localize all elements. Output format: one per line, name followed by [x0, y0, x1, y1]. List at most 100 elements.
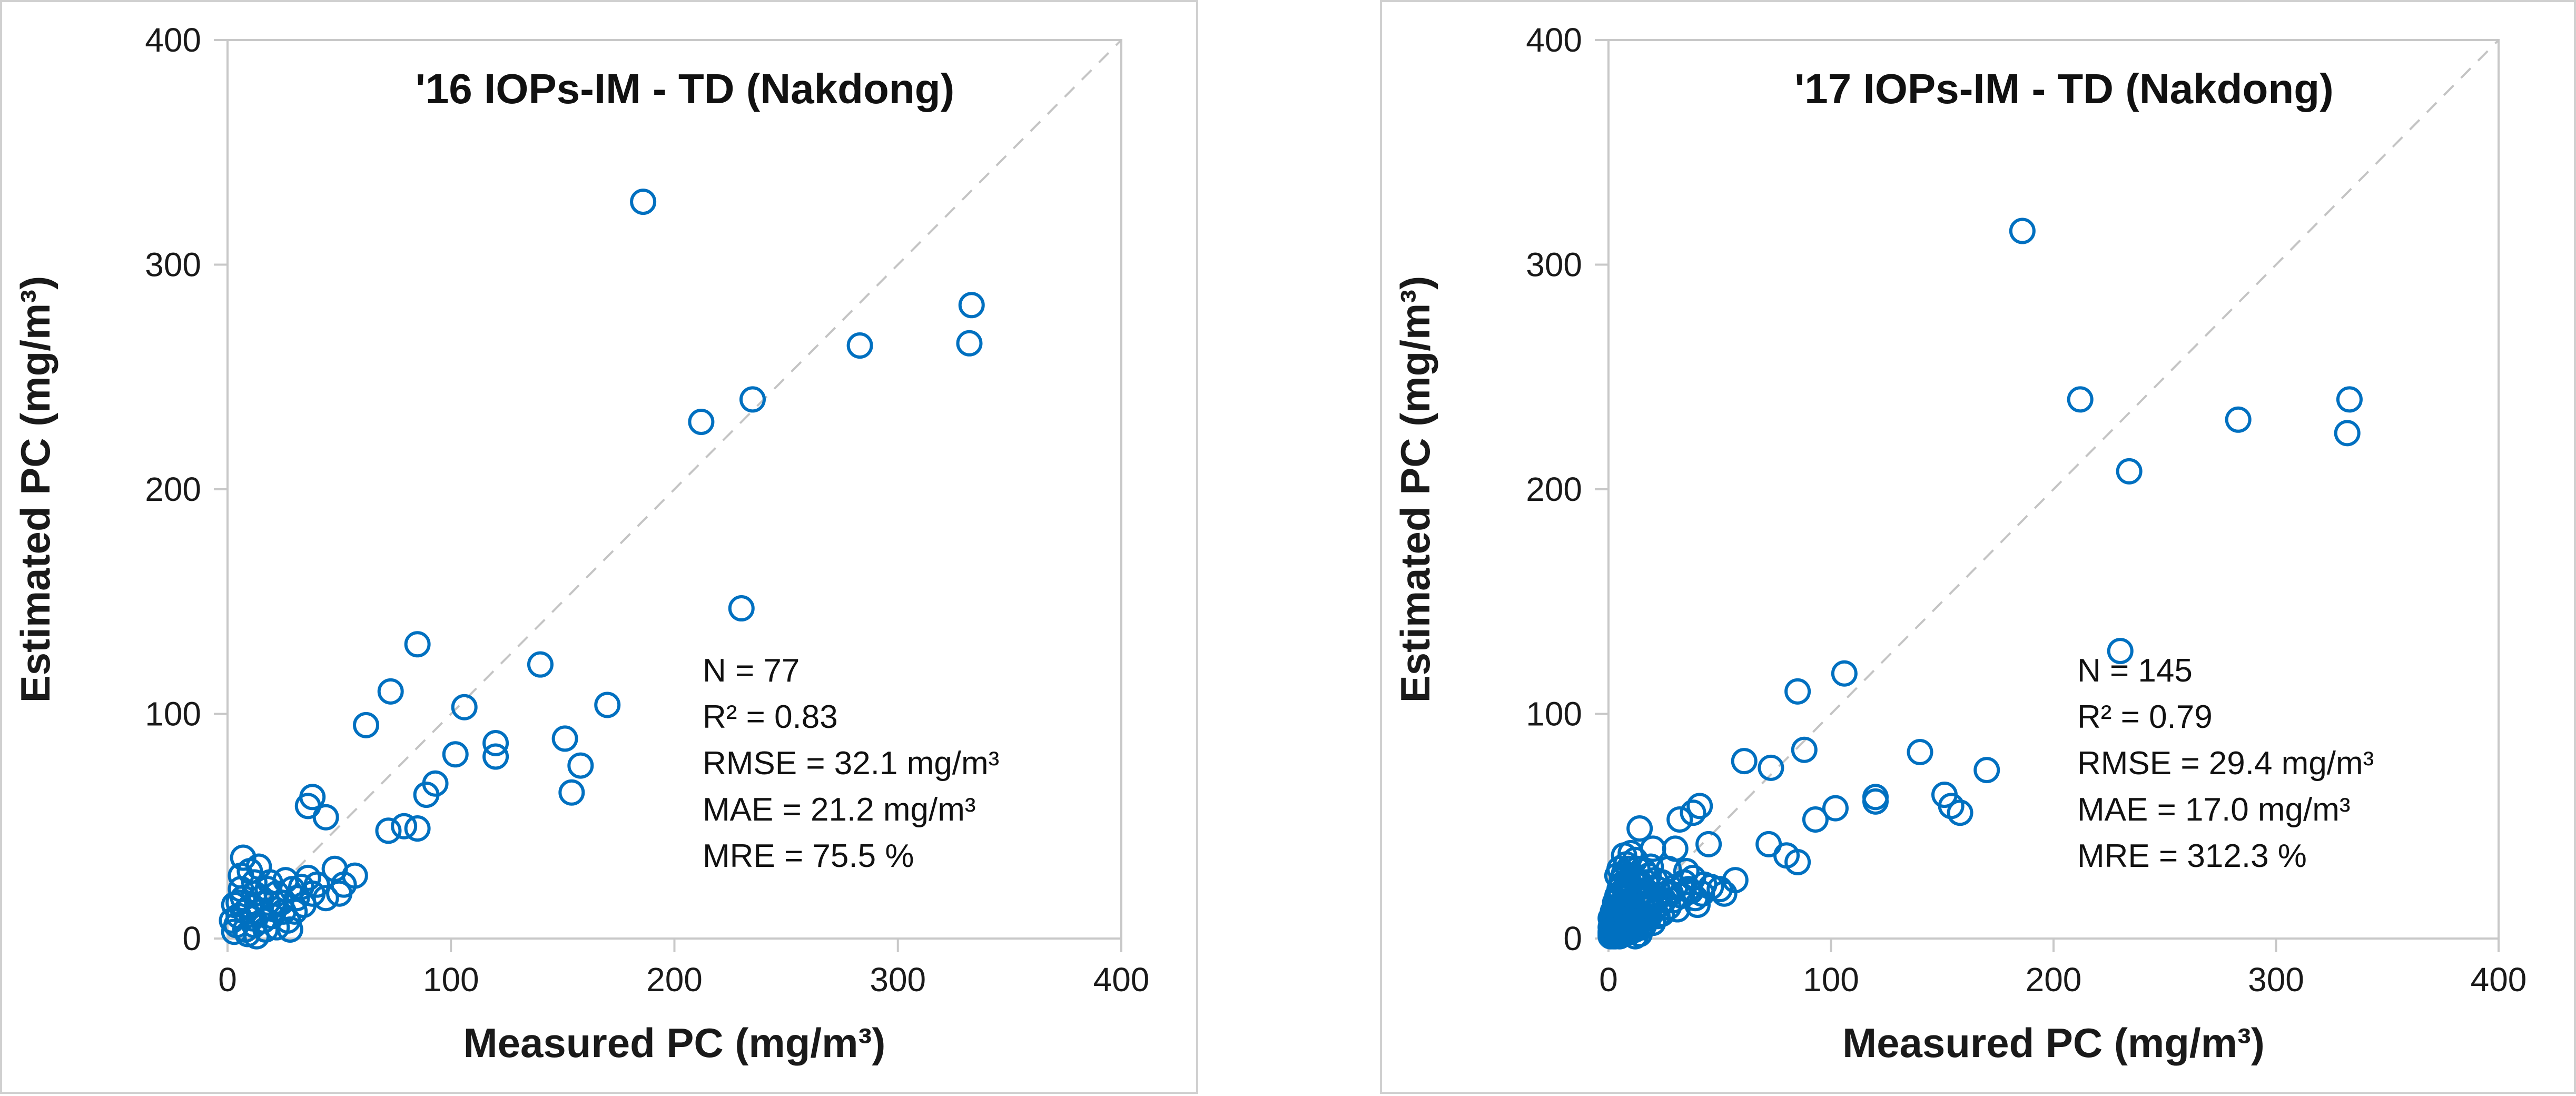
data-point [1973, 757, 2000, 784]
data-point [268, 889, 294, 916]
data-point [377, 678, 404, 705]
data-point [451, 694, 478, 720]
data-point [1666, 806, 1693, 833]
data-point [527, 651, 554, 678]
data-point [404, 631, 431, 658]
data-point [375, 817, 402, 844]
data-point [1633, 869, 1660, 896]
x-axis-title: Measured PC (mg/m³) [1842, 1020, 2265, 1066]
data-point [1784, 678, 1811, 705]
data-point [1606, 855, 1633, 882]
data-point [1622, 923, 1649, 950]
x-tick-label: 100 [423, 961, 479, 999]
y-tick-label: 400 [145, 21, 201, 59]
data-point [281, 898, 308, 925]
data-point [1862, 788, 1889, 815]
stat-line: R² = 0.79 [2077, 699, 2213, 735]
data-point [728, 595, 755, 622]
data-point [404, 815, 431, 842]
data-point [1626, 815, 1653, 842]
data-point [312, 804, 339, 831]
data-point [1640, 835, 1666, 862]
data-point [1615, 916, 1642, 943]
y-tick-label: 100 [145, 695, 201, 733]
chart-panel-2017: 0 100 200 300 400 0 100 200 300 400 '17 IOPs-IM - … [1380, 0, 2576, 1094]
data-point [1640, 910, 1666, 936]
x-axis-title: Measured PC (mg/m³) [463, 1020, 886, 1066]
x-tick-label: 200 [2026, 961, 2082, 999]
stat-line: R² = 0.83 [703, 699, 838, 735]
y-axis-title: Estimated PC (mg/m³) [12, 276, 58, 703]
data-point [1791, 736, 1818, 763]
y-tick-label: 100 [1526, 695, 1582, 733]
y-tick-label: 0 [182, 920, 201, 957]
data-point [2336, 386, 2363, 413]
data-point [551, 725, 578, 752]
stat-line: RMSE = 29.4 mg/m³ [2077, 745, 2374, 782]
data-point [391, 813, 418, 840]
data-point [1907, 739, 1933, 766]
stat-line: MRE = 312.3 % [2077, 838, 2307, 874]
data-point [1686, 793, 1713, 819]
data-point [2067, 386, 2094, 413]
stat-line: N = 77 [703, 653, 800, 689]
x-tick-label: 0 [218, 961, 237, 999]
data-point [958, 292, 985, 319]
data-point [482, 743, 509, 770]
stat-line: N = 145 [2077, 653, 2193, 689]
data-point [353, 712, 380, 738]
data-point [2334, 420, 2361, 447]
data-point [283, 885, 310, 912]
y-tick-label: 400 [1526, 21, 1582, 59]
x-tick-label: 300 [2248, 961, 2304, 999]
stat-line: MRE = 75.5 % [703, 838, 914, 874]
chart-title: '16 IOPs-IM - TD (Nakdong) [416, 65, 955, 112]
y-axis-title: Estimated PC (mg/m³) [1392, 276, 1438, 703]
data-point [1628, 880, 1655, 907]
data-point [2116, 458, 2143, 485]
one-to-one-line [1607, 39, 2500, 940]
data-point [254, 889, 281, 916]
y-tick-label: 300 [1526, 246, 1582, 284]
data-point [1680, 799, 1706, 826]
data-point [413, 782, 440, 808]
scatter-chart-2017: 0 100 200 300 400 0 100 200 300 400 '17 IOPs-IM - … [1392, 21, 2526, 1066]
data-point [846, 332, 873, 359]
data-point [1608, 910, 1635, 936]
data-point [688, 409, 715, 436]
x-tick-label: 100 [1803, 961, 1859, 999]
data-point [1784, 848, 1811, 875]
data-point [341, 862, 368, 889]
data-point [261, 896, 288, 923]
data-point [219, 907, 245, 934]
data-point [256, 869, 283, 896]
y-tick-label: 0 [1563, 920, 1582, 957]
data-point [1637, 894, 1664, 921]
one-to-one-line [226, 39, 1122, 940]
data-point [630, 189, 657, 215]
chart-title: '17 IOPs-IM - TD (Nakdong) [1794, 65, 2334, 112]
scatter-chart-2016: 0 100 200 300 400 0 100 200 300 400 '16 IOPs-IM - … [12, 21, 1149, 1066]
data-point [225, 889, 252, 916]
data-point [1802, 806, 1829, 833]
y-tick-label: 300 [145, 246, 201, 284]
data-point [243, 923, 270, 950]
data-point [1822, 795, 1849, 822]
data-point [482, 729, 509, 756]
x-tick-label: 200 [646, 961, 703, 999]
data-point [442, 741, 469, 768]
data-point [1695, 831, 1722, 857]
data-point [230, 844, 256, 871]
data-point [2009, 218, 2036, 244]
data-point [288, 873, 315, 900]
chart-panel-2016: 0 100 200 300 400 0 100 200 300 400 '16 IOPs-IM - … [0, 0, 1198, 1094]
data-point [594, 692, 621, 718]
data-point [1758, 754, 1784, 781]
data-point [2225, 406, 2252, 433]
data-point [2107, 638, 2134, 665]
stat-line: MAE = 21.2 mg/m³ [703, 792, 976, 828]
data-point [1697, 873, 1724, 900]
data-point [739, 386, 766, 413]
y-tick-label: 200 [145, 470, 201, 508]
data-point [1731, 748, 1758, 775]
